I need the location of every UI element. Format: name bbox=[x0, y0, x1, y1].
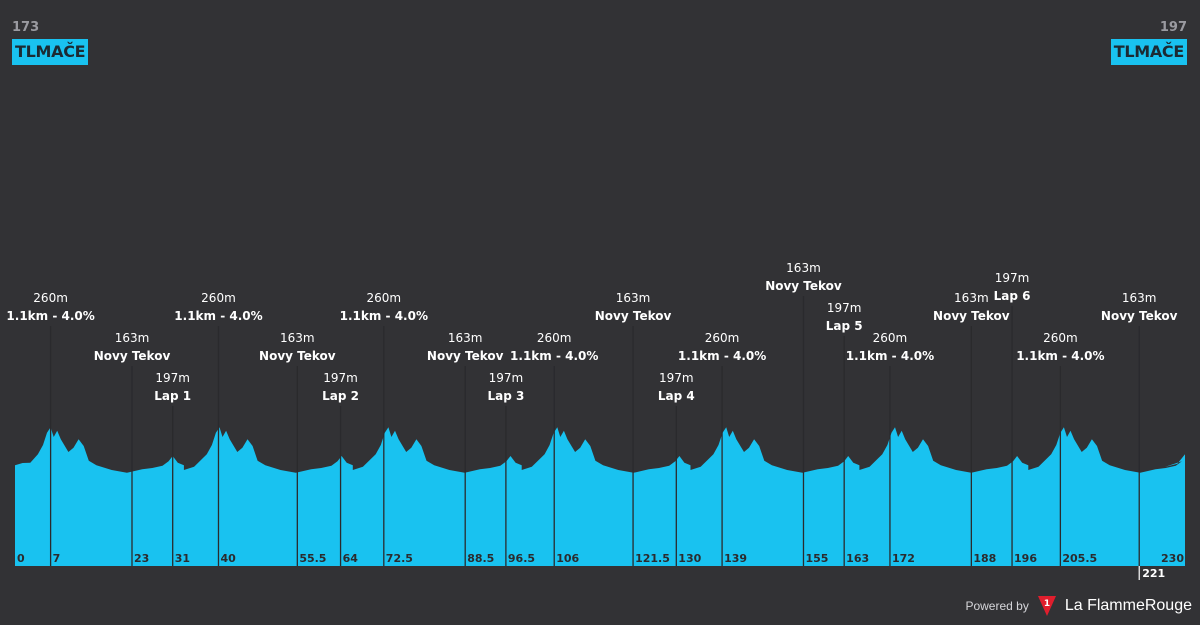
waypoint-marker: 163m Novy Tekov bbox=[427, 331, 504, 566]
waypoint-elevation: 197m bbox=[323, 371, 358, 385]
start-location: 173 TLMAČE bbox=[12, 20, 89, 65]
waypoint-marker: 197m Lap 3 bbox=[487, 371, 524, 566]
waypoint-elevation: 197m bbox=[995, 271, 1030, 285]
waypoint-elevation: 163m bbox=[115, 331, 150, 345]
distance-tick-label: 230 bbox=[1161, 552, 1184, 565]
waypoint-name: Novy Tekov bbox=[427, 349, 504, 363]
waypoint-elevation: 260m bbox=[33, 291, 68, 305]
waypoint-elevation: 260m bbox=[537, 331, 572, 345]
waypoint-marker: 260m 1.1km - 4.0% bbox=[1016, 331, 1105, 566]
waypoint-name: Novy Tekov bbox=[765, 279, 842, 293]
waypoint-name: Novy Tekov bbox=[259, 349, 336, 363]
waypoint-marker: 260m 1.1km - 4.0% bbox=[6, 291, 95, 566]
waypoint-elevation: 260m bbox=[873, 331, 908, 345]
waypoint-marker: 197m Lap 1 bbox=[154, 371, 191, 566]
distance-tick-label: 23 bbox=[134, 552, 149, 565]
distance-tick-label: 72.5 bbox=[386, 552, 413, 565]
finish-location: 197 TLMAČE bbox=[1110, 20, 1187, 65]
powered-by-text: Powered by bbox=[965, 599, 1029, 613]
waypoint-marker: 163m Novy Tekov bbox=[1101, 291, 1178, 566]
distance-tick-label: 31 bbox=[175, 552, 190, 565]
waypoint-elevation: 163m bbox=[786, 261, 821, 275]
distance-tick-label: 64 bbox=[343, 552, 359, 565]
waypoint-marker: 260m 1.1km - 4.0% bbox=[510, 331, 598, 566]
distance-tick-label: 88.5 bbox=[467, 552, 494, 565]
waypoint-elevation: 260m bbox=[1043, 331, 1078, 345]
distance-tick-label: 221 bbox=[1142, 567, 1165, 580]
waypoint-name: 1.1km - 4.0% bbox=[678, 349, 766, 363]
waypoint-elevation: 197m bbox=[659, 371, 694, 385]
waypoint-elevation: 260m bbox=[201, 291, 236, 305]
waypoint-marker: 163m Novy Tekov bbox=[595, 291, 672, 566]
waypoint-elevation: 260m bbox=[705, 331, 740, 345]
waypoint-elevation: 260m bbox=[367, 291, 402, 305]
distance-tick-label: 55.5 bbox=[299, 552, 326, 565]
waypoint-name: 1.1km - 4.0% bbox=[174, 309, 262, 323]
distance-tick-label: 163 bbox=[846, 552, 869, 565]
waypoint-marker: 163m Novy Tekov bbox=[933, 291, 1010, 566]
waypoint-elevation: 197m bbox=[827, 301, 862, 315]
waypoint-name: 1.1km - 4.0% bbox=[6, 309, 94, 323]
distance-tick-label: 106 bbox=[556, 552, 579, 565]
waypoint-name: Lap 3 bbox=[487, 389, 524, 403]
waypoint-marker: 260m 1.1km - 4.0% bbox=[174, 291, 263, 566]
waypoint-name: Lap 1 bbox=[154, 389, 191, 403]
waypoint-name: 1.1km - 4.0% bbox=[1016, 349, 1104, 363]
waypoint-elevation: 163m bbox=[280, 331, 315, 345]
waypoint-name: Lap 6 bbox=[994, 289, 1031, 303]
distance-tick-label: 121.5 bbox=[635, 552, 670, 565]
waypoint-elevation: 197m bbox=[155, 371, 190, 385]
distance-tick-label: 7 bbox=[53, 552, 61, 565]
distance-tick-label: 172 bbox=[892, 552, 915, 565]
waypoint-marker: 163m Novy Tekov bbox=[94, 331, 171, 566]
waypoint-elevation: 163m bbox=[448, 331, 483, 345]
waypoint-elevation: 163m bbox=[954, 291, 989, 305]
waypoint-marker: 163m Novy Tekov bbox=[765, 261, 842, 566]
waypoint-marker: 197m Lap 5 bbox=[826, 301, 863, 566]
flamme-rouge-logo-icon: 1 bbox=[1037, 596, 1056, 616]
finish-city: TLMAČE bbox=[1110, 39, 1187, 65]
distance-tick-label: 155 bbox=[805, 552, 828, 565]
start-elevation: 173 bbox=[12, 20, 40, 35]
waypoint-name: Lap 5 bbox=[826, 319, 863, 333]
distance-tick-label: 40 bbox=[220, 552, 236, 565]
waypoint-name: 1.1km - 4.0% bbox=[340, 309, 428, 323]
waypoint-marker: 197m Lap 6 bbox=[994, 271, 1031, 566]
start-city: TLMAČE bbox=[12, 39, 89, 65]
waypoint-elevation: 163m bbox=[1122, 291, 1157, 305]
distance-tick-label: 205.5 bbox=[1062, 552, 1097, 565]
distance-tick-label: 188 bbox=[973, 552, 996, 565]
waypoint-marker: 163m Novy Tekov bbox=[259, 331, 336, 566]
distance-tick-label: 130 bbox=[678, 552, 701, 565]
waypoint-elevation: 163m bbox=[616, 291, 651, 305]
waypoint-name: 1.1km - 4.0% bbox=[510, 349, 598, 363]
distance-tick-label: 139 bbox=[724, 552, 747, 565]
waypoint-marker: 260m 1.1km - 4.0% bbox=[846, 331, 934, 566]
credit: Powered by 1 La FlammeRouge bbox=[965, 595, 1192, 617]
elevation-profile-area bbox=[15, 427, 1185, 566]
waypoint-marker: 260m 1.1km - 4.0% bbox=[678, 331, 766, 566]
waypoint-elevation: 197m bbox=[489, 371, 524, 385]
brand-name: La FlammeRouge bbox=[1064, 597, 1192, 614]
waypoint-marker: 260m 1.1km - 4.0% bbox=[340, 291, 428, 566]
distance-tick-label: 196 bbox=[1014, 552, 1037, 565]
waypoint-name: Lap 4 bbox=[658, 389, 695, 403]
waypoint-name: Novy Tekov bbox=[1101, 309, 1178, 323]
waypoint-marker: 197m Lap 4 bbox=[658, 371, 695, 566]
distance-tick-label: 96.5 bbox=[508, 552, 535, 565]
logo-number: 1 bbox=[1044, 599, 1050, 609]
waypoint-name: Lap 2 bbox=[322, 389, 359, 403]
waypoint-name: 1.1km - 4.0% bbox=[846, 349, 934, 363]
waypoint-marker: 197m Lap 2 bbox=[322, 371, 359, 566]
waypoint-name: Novy Tekov bbox=[94, 349, 171, 363]
finish-elevation: 197 bbox=[1159, 20, 1187, 35]
waypoint-name: Novy Tekov bbox=[933, 309, 1010, 323]
distance-tick-label: 0 bbox=[17, 552, 25, 565]
waypoint-name: Novy Tekov bbox=[595, 309, 672, 323]
